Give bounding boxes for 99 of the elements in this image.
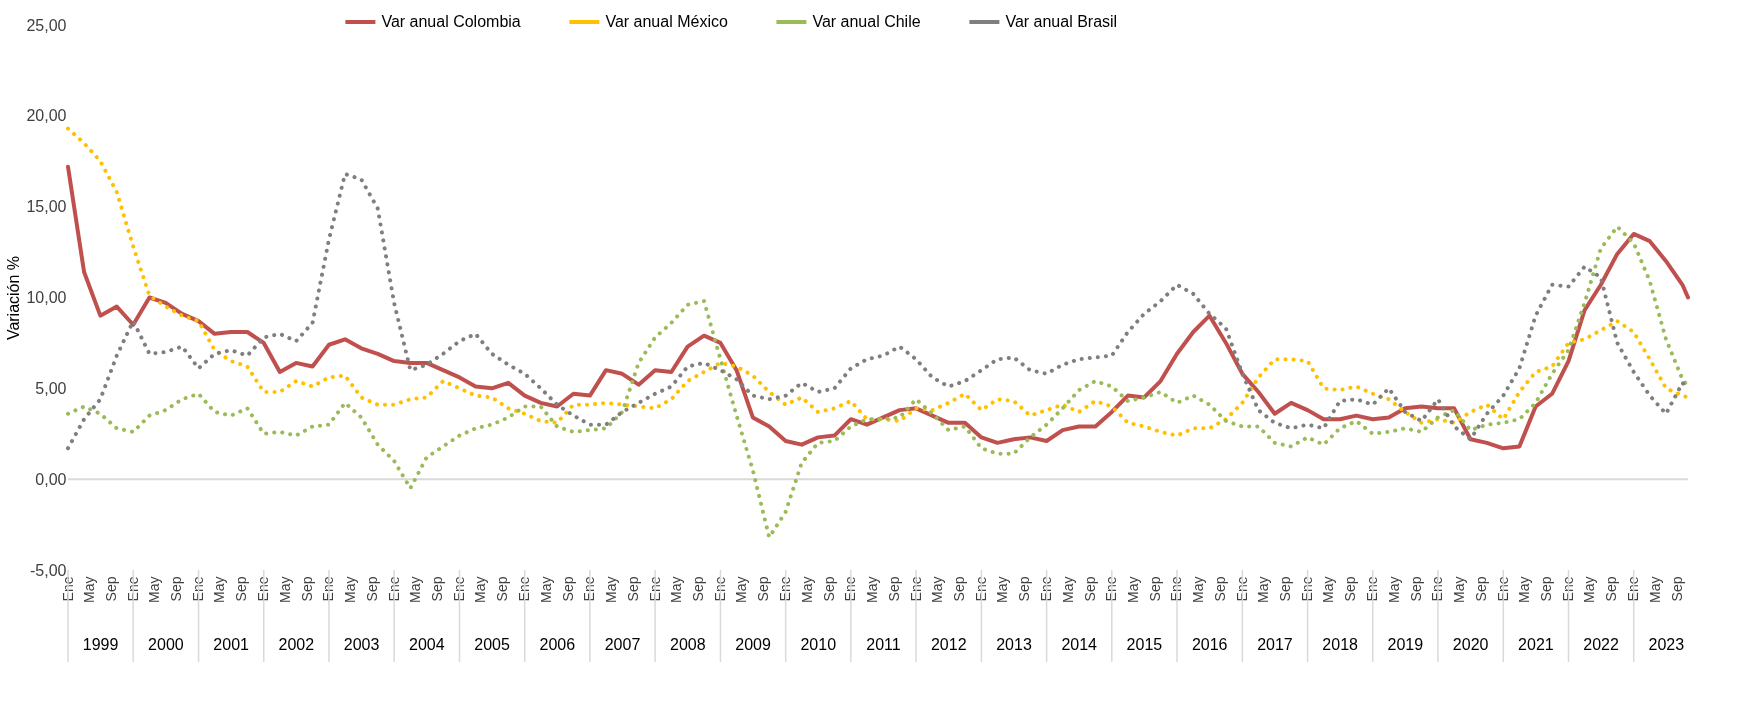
x-tick-label: May (602, 576, 619, 603)
x-tick-label: Ene (320, 576, 337, 602)
text: 2017 (1257, 636, 1293, 653)
x-tick-label: Ene (385, 576, 402, 602)
text: 2021 (1518, 636, 1554, 653)
x-tick-label: Sep (755, 576, 772, 602)
text: 2007 (604, 636, 641, 653)
x-tick-label: Sep (494, 576, 511, 602)
x-tick-label: May (472, 576, 489, 603)
text: 2020 (1452, 636, 1489, 653)
x-tick-label: Sep (1277, 576, 1294, 602)
x-tick-label: Ene (646, 576, 663, 602)
y-tick-label: 5,00 (35, 379, 67, 397)
x-tick-label: Sep (1538, 576, 1555, 602)
text: 2006 (539, 636, 576, 653)
x-tick-label: May (80, 576, 97, 603)
x-tick-label: Ene (124, 576, 141, 602)
x-tick-label: May (1646, 576, 1663, 603)
y-tick-label: 0,00 (35, 470, 67, 488)
y-axis-title: Variación % (5, 255, 23, 341)
x-tick-label: May (733, 576, 750, 603)
legend-label: Var anual México (605, 13, 728, 30)
x-tick-label: Sep (1342, 576, 1359, 602)
text: 2023 (1648, 636, 1685, 653)
x-tick-label: May (929, 576, 946, 603)
y-tick-label: 20,00 (26, 107, 67, 125)
x-tick-label: May (863, 576, 880, 603)
x-tick-label: Ene (1103, 576, 1120, 602)
x-tick-label: Sep (363, 576, 380, 602)
x-tick-label: Ene (1429, 576, 1446, 602)
text: 2003 (343, 636, 380, 653)
x-tick-label: May (1581, 576, 1598, 603)
x-tick-label: Sep (1016, 576, 1033, 602)
x-tick-label: May (1255, 576, 1272, 603)
x-tick-label: Ene (59, 576, 76, 602)
x-tick-label: May (211, 576, 228, 603)
x-tick-label: May (668, 576, 685, 603)
x-tick-label: May (146, 576, 163, 603)
x-tick-label: Sep (429, 576, 446, 602)
text: 2008 (669, 636, 706, 653)
text: 2015 (1126, 636, 1163, 653)
x-tick-label: Ene (1168, 576, 1185, 602)
x-tick-label: Sep (885, 576, 902, 602)
x-tick-label: May (276, 576, 293, 603)
text: 2001 (213, 636, 250, 653)
x-tick-label: Sep (1407, 576, 1424, 602)
x-tick-label: Sep (102, 576, 119, 602)
x-tick-label: Sep (298, 576, 315, 602)
text: 2000 (148, 636, 184, 653)
x-tick-label: Sep (624, 576, 641, 602)
text: 2022 (1583, 636, 1619, 653)
x-tick-label: Sep (559, 576, 576, 602)
x-tick-label: Sep (168, 576, 185, 602)
x-tick-label: May (1059, 576, 1076, 603)
x-tick-label: May (994, 576, 1011, 603)
x-tick-label: May (798, 576, 815, 603)
text: 2005 (474, 636, 511, 653)
x-tick-label: May (1385, 576, 1402, 603)
text: 2013 (996, 636, 1032, 653)
x-tick-label: Sep (690, 576, 707, 602)
text: 1999 (82, 636, 119, 653)
text: 2018 (1322, 636, 1359, 653)
text: 2004 (409, 636, 445, 653)
x-tick-label: May (1320, 576, 1337, 603)
x-tick-label: May (537, 576, 554, 603)
x-tick-label: Ene (842, 576, 859, 602)
text: 2002 (278, 636, 315, 653)
x-tick-label: May (1516, 576, 1533, 603)
x-tick-label: Sep (1146, 576, 1163, 602)
x-tick-label: Ene (581, 576, 598, 602)
x-tick-label: May (1190, 576, 1207, 603)
x-tick-label: Sep (951, 576, 968, 602)
x-tick-label: Sep (1473, 576, 1490, 602)
legend-label: Var anual Chile (812, 13, 921, 30)
text: 2009 (735, 636, 771, 653)
text: 2016 (1191, 636, 1228, 653)
y-tick-label: 25,00 (26, 16, 67, 34)
x-tick-label: Sep (820, 576, 837, 602)
x-tick-label: May (1451, 576, 1468, 603)
text: 2014 (1061, 636, 1098, 653)
x-tick-label: Ene (907, 576, 924, 602)
text: 2011 (866, 636, 901, 653)
text: 2010 (800, 636, 837, 653)
x-tick-label: Sep (1603, 576, 1620, 602)
legend-label: Var anual Brasil (1005, 13, 1118, 30)
y-tick-label: 10,00 (26, 289, 67, 306)
x-tick-label: May (1124, 576, 1141, 603)
x-tick-label: Sep (1212, 576, 1229, 602)
x-tick-label: May (341, 576, 358, 603)
y-tick-label: 15,00 (26, 198, 67, 216)
text: 2019 (1387, 636, 1424, 653)
legend-label: Var anual Colombia (381, 13, 521, 30)
line-series (66, 126, 1690, 438)
x-tick-label: Sep (1081, 576, 1098, 602)
x-tick-label: Sep (233, 576, 250, 602)
x-tick-label: Sep (1668, 576, 1685, 602)
text: 2012 (930, 636, 967, 653)
x-tick-label: May (407, 576, 424, 603)
line-series (66, 224, 1690, 540)
